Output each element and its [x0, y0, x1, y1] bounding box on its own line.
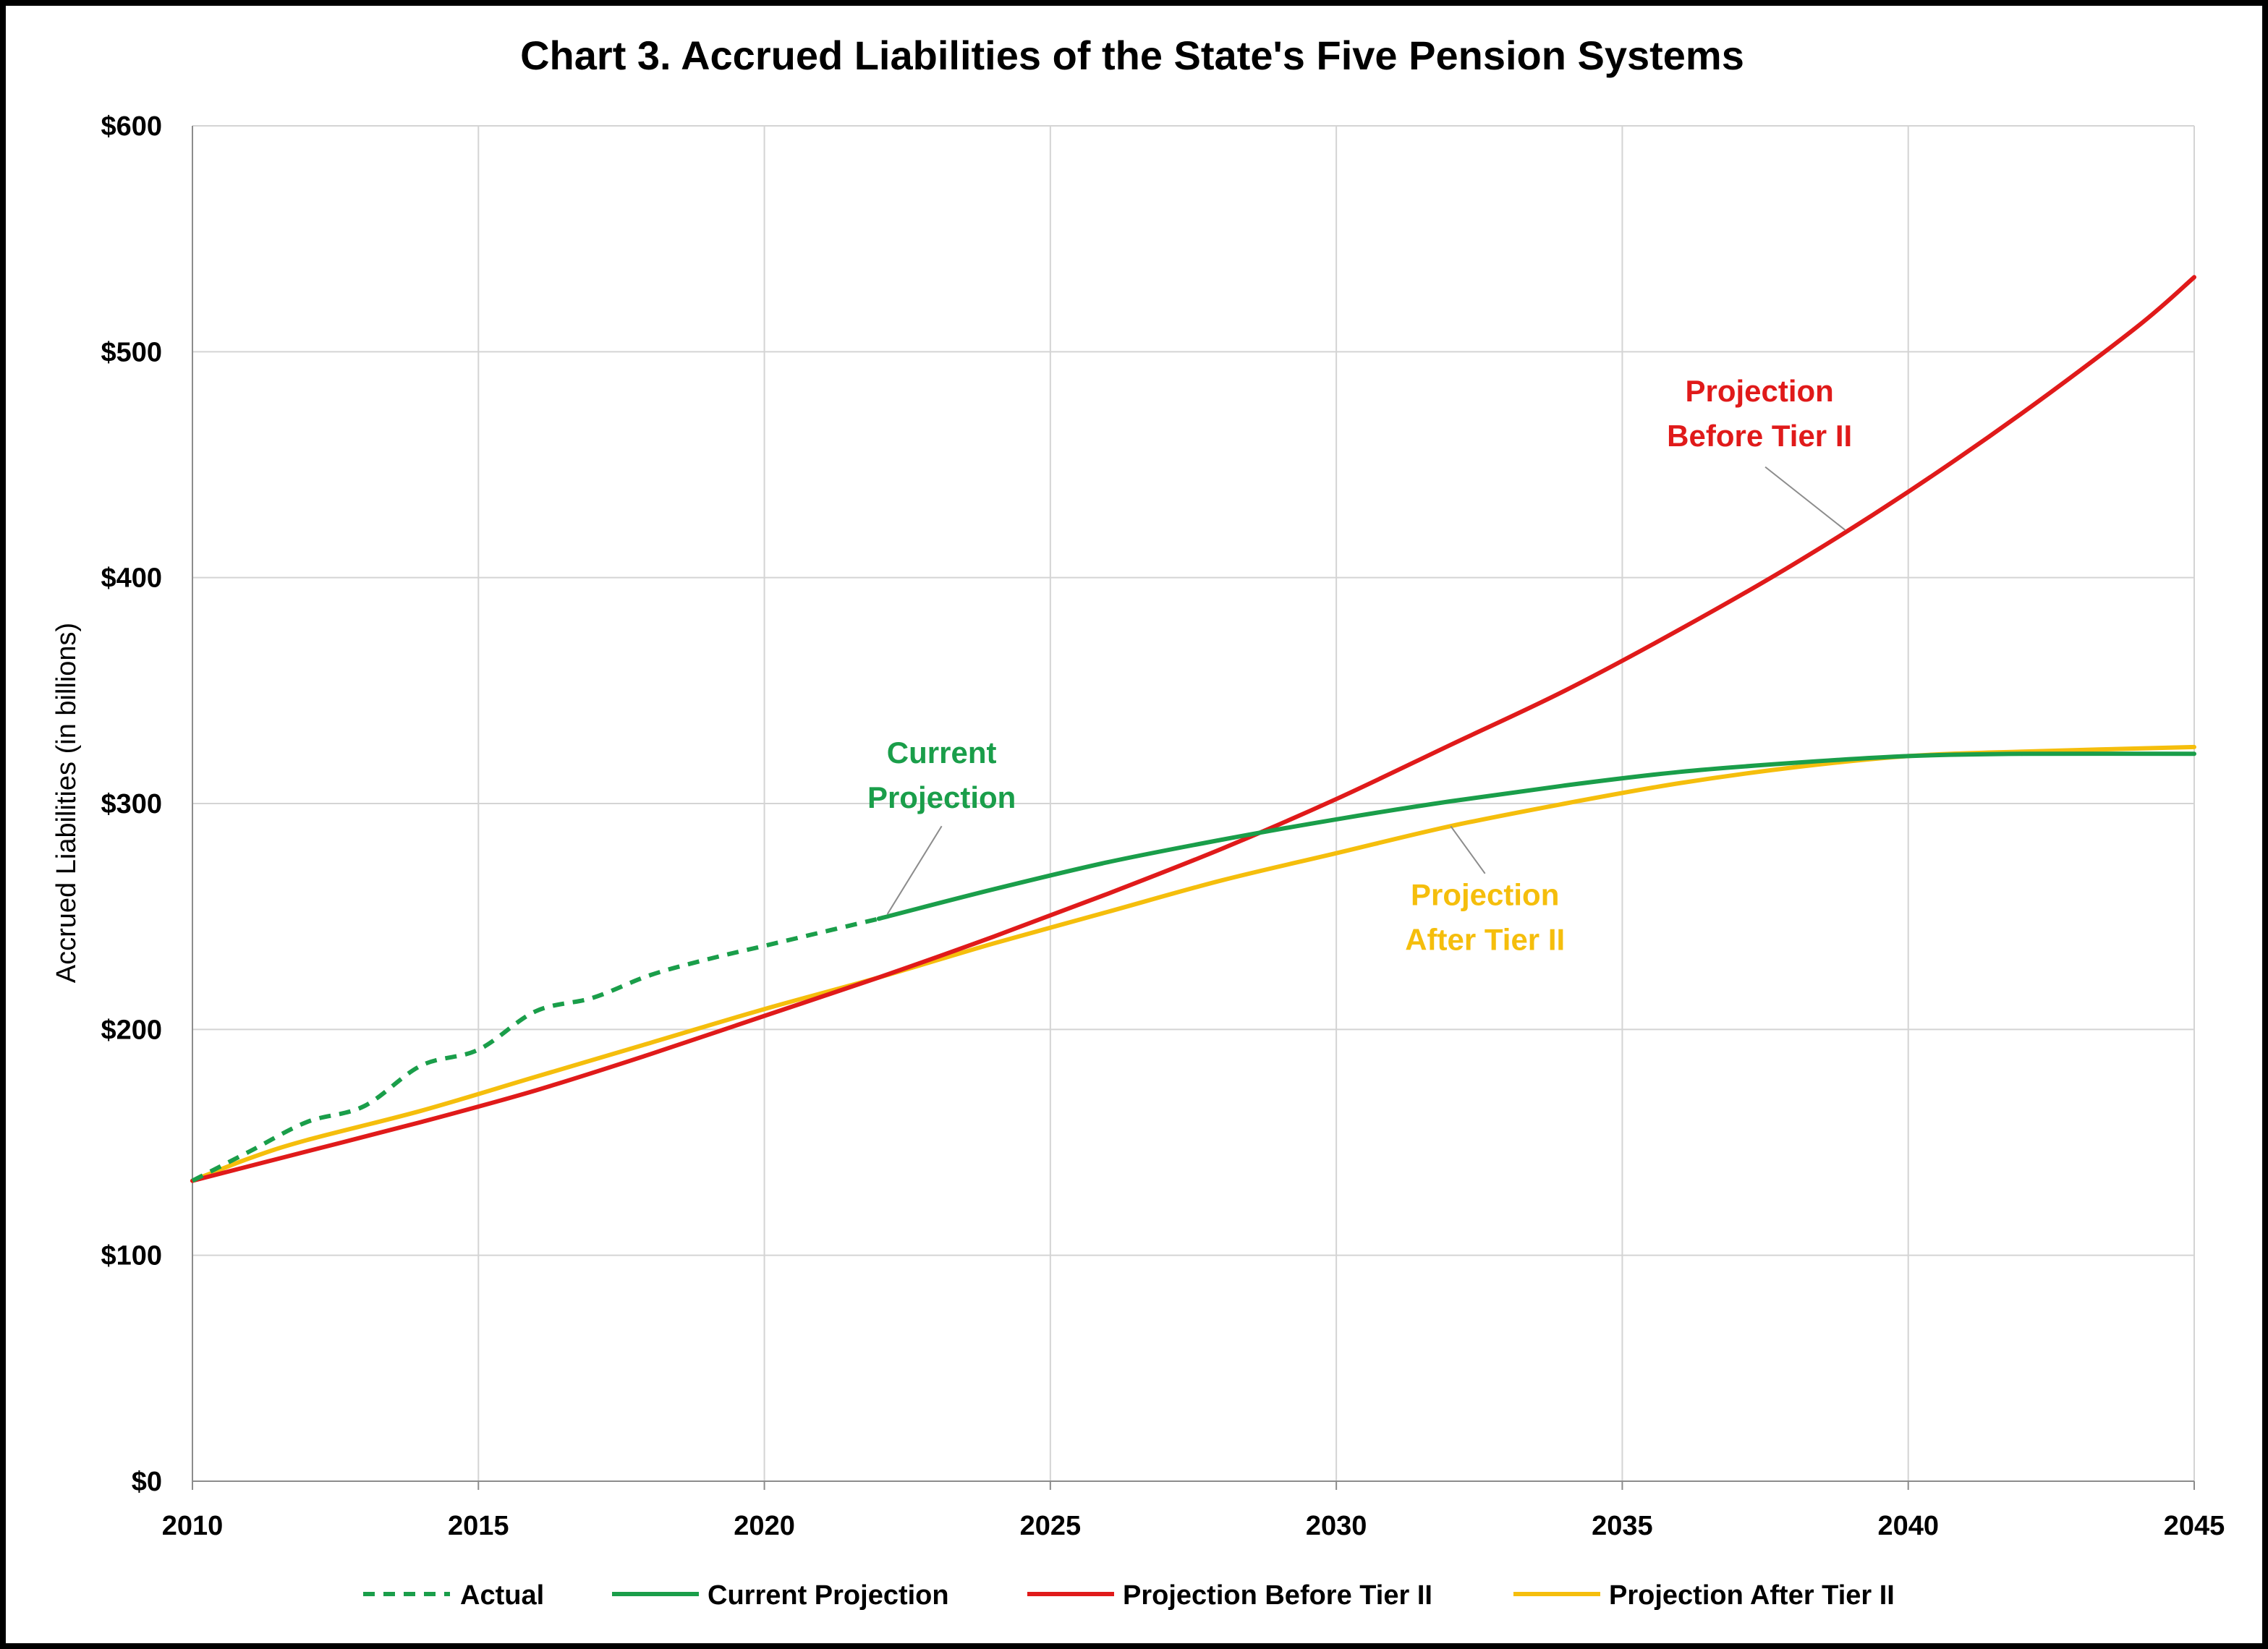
axes [192, 126, 2195, 1490]
y-tick-label: $600 [101, 111, 162, 142]
annotation-label-line: Before Tier II [1667, 419, 1852, 453]
annotation-leader-line [1764, 466, 1846, 531]
legend-label-projection-before-tier-ii: Projection Before Tier II [1123, 1580, 1432, 1611]
annotation-label-line: Current [887, 736, 997, 770]
legend: Actual Current Projection Projection Befor… [363, 1580, 1895, 1611]
annotation-label-line: Projection [1685, 374, 1833, 408]
gridlines [192, 125, 2195, 1481]
chart-title: Chart 3. Accrued Liabilities of the Stat… [520, 33, 1744, 78]
x-tick-label: 2040 [1877, 1511, 1939, 1541]
y-tick-label: $200 [101, 1015, 162, 1045]
series-lines [190, 275, 2196, 1183]
y-tick-label: $300 [101, 789, 162, 819]
y-tick-label: $500 [101, 337, 162, 367]
series-line-projection-before-tier-ii [190, 275, 2196, 1183]
legend-label-current-projection: Current Projection [708, 1580, 949, 1611]
annotation-leader-line [886, 825, 943, 915]
annotation-label: Projection After Tier II [1405, 878, 1565, 957]
annotation-label-line: Projection [1411, 878, 1559, 912]
annotation-label-line: Projection [867, 780, 1016, 814]
x-tick-label: 2045 [2164, 1511, 2225, 1541]
legend-label-projection-after-tier-ii: Projection After Tier II [1609, 1580, 1895, 1611]
series-line-projection-after-tier-ii [190, 744, 2196, 1183]
series-line-actual [191, 916, 880, 1183]
y-axis-label: Accrued Liabilities (in billions) [51, 623, 82, 983]
x-tick-label: 2010 [162, 1511, 224, 1541]
legend-label-actual: Actual [460, 1580, 544, 1611]
series-line-current-projection [876, 751, 2196, 921]
annotation-label-line: After Tier II [1405, 923, 1565, 957]
y-tick-label: $0 [132, 1467, 162, 1497]
x-tick-label: 2030 [1306, 1511, 1367, 1541]
y-tick-label: $400 [101, 563, 162, 594]
x-tick-label: 2020 [734, 1511, 795, 1541]
x-tick-label: 2025 [1020, 1511, 1082, 1541]
annotation-label: Current Projection [867, 736, 1016, 814]
x-tick-label: 2035 [1592, 1511, 1653, 1541]
x-tick-label: 2015 [448, 1511, 509, 1541]
annotation-leader-line [1450, 825, 1486, 874]
tick-labels: $0 $100 $200 $300 $400 $500 $600 2010 2015 2020 20… [101, 111, 2225, 1541]
y-tick-label: $100 [101, 1241, 162, 1271]
annotations: Current Projection Projection Before Tier I… [867, 374, 1852, 957]
annotation-label: Projection Before Tier II [1667, 374, 1852, 453]
